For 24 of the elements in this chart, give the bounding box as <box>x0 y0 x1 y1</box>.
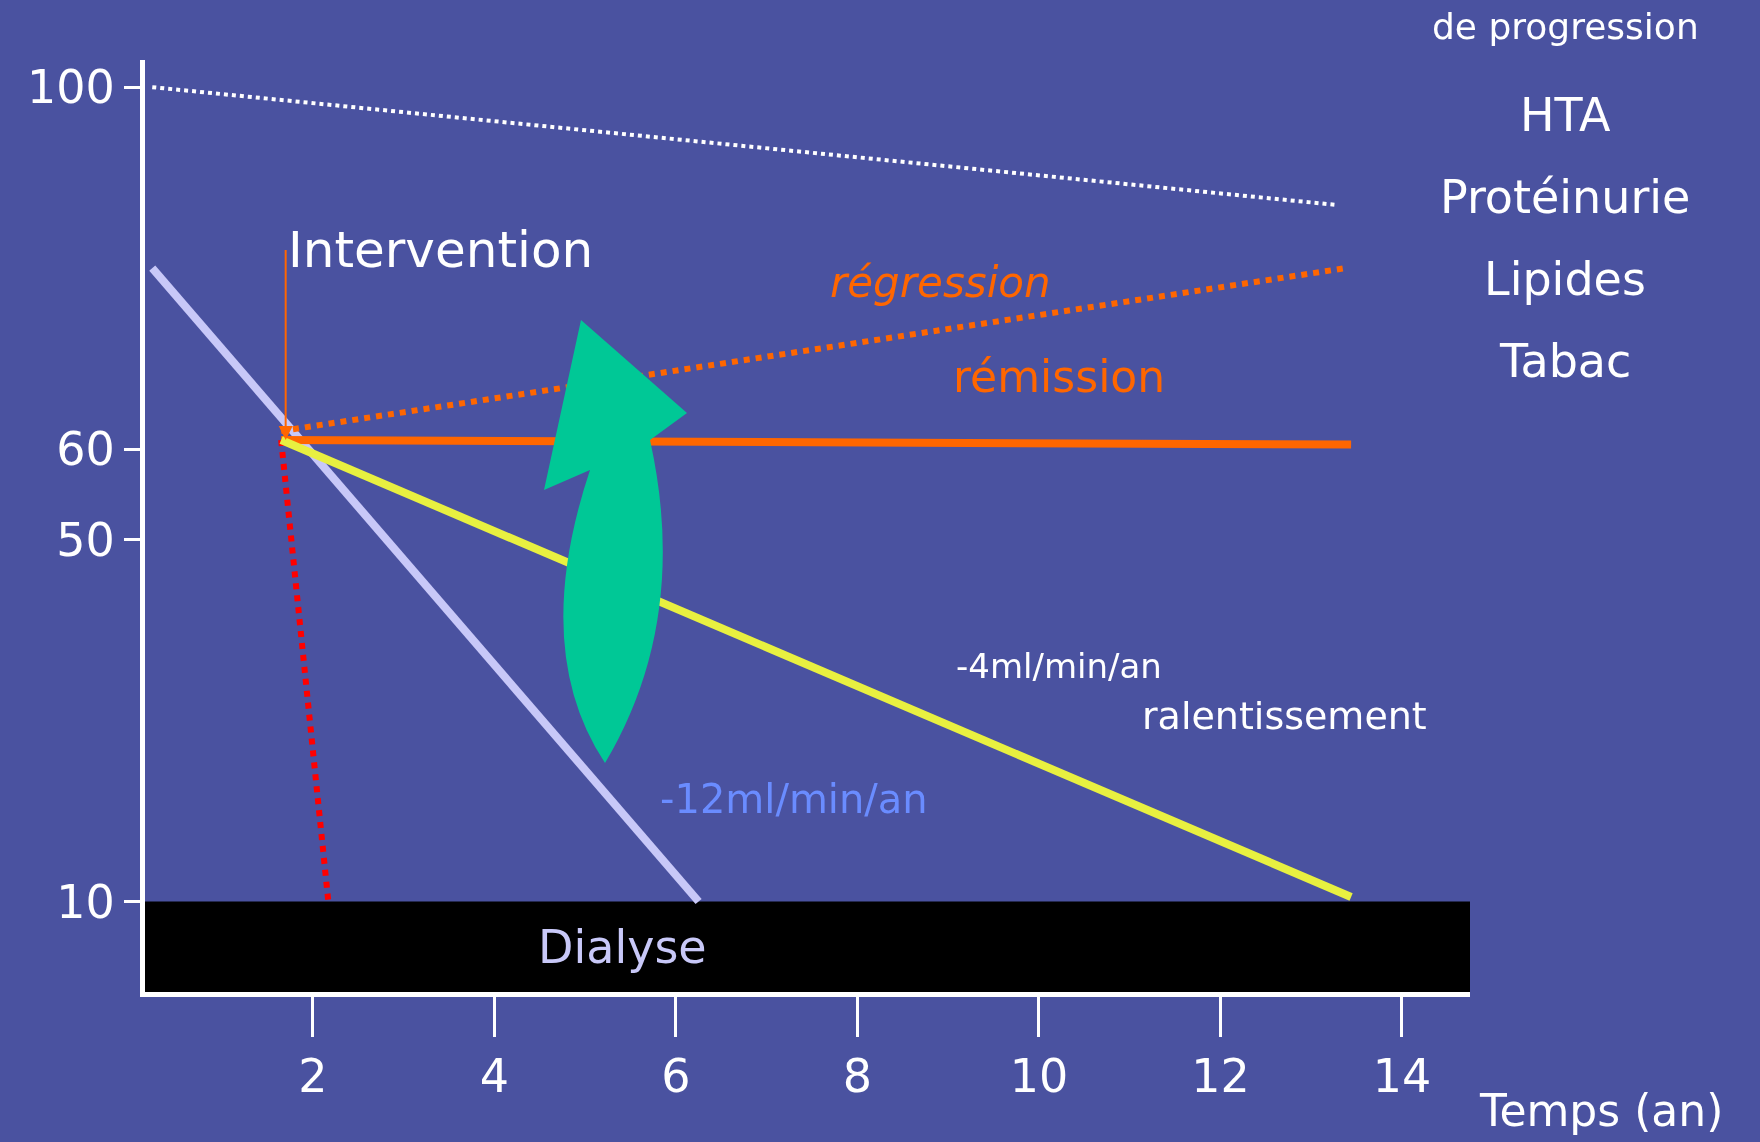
x-tick-label: 8 <box>842 1049 873 1104</box>
annotation: ralentissement <box>1142 694 1427 738</box>
annotation: régression <box>830 258 1051 307</box>
text: HTA <box>1520 88 1612 142</box>
text: Lipides <box>1484 252 1646 306</box>
annotation: -12ml/min/an <box>660 776 928 822</box>
text: de progression <box>1432 6 1699 47</box>
y-tick-label: 100 <box>26 60 115 115</box>
y-tick-label: 60 <box>56 422 115 477</box>
x-axis-title: Temps (an) <box>1479 1085 1724 1136</box>
x-tick-label: 10 <box>1009 1049 1069 1104</box>
x-tick-label: 12 <box>1191 1049 1250 1104</box>
annotation: rémission <box>953 351 1166 402</box>
x-tick-label: 4 <box>479 1049 510 1104</box>
y-tick-label: 50 <box>56 512 115 567</box>
x-tick-label: 2 <box>298 1049 328 1104</box>
y-tick-label: 10 <box>56 874 115 929</box>
x-tick-label: 6 <box>661 1049 691 1104</box>
annotation: Intervention <box>288 221 594 279</box>
x-tick-label: 14 <box>1372 1049 1432 1104</box>
band-label: Dialyse <box>538 920 707 974</box>
annotation: -4ml/min/an <box>956 646 1162 686</box>
text: Tabac <box>1499 334 1632 388</box>
annotation: Protéinurie <box>1440 170 1691 224</box>
